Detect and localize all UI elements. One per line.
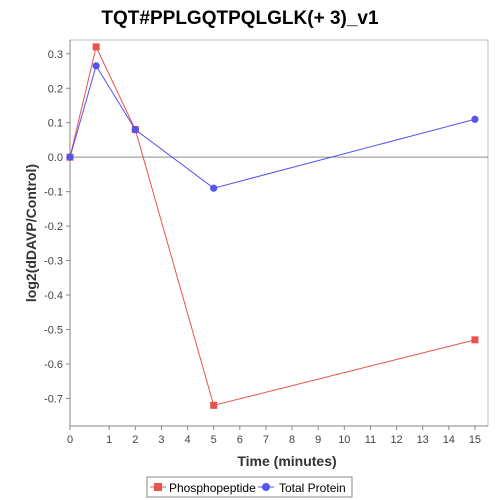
x-tick-label: 7 bbox=[263, 434, 269, 446]
x-tick-label: 1 bbox=[106, 434, 112, 446]
legend-label-total-protein: Total Protein bbox=[279, 481, 346, 495]
series-line-phosphopeptide bbox=[69, 45, 476, 406]
y-tick-label: -0.7 bbox=[44, 393, 63, 405]
x-tick-label: 8 bbox=[289, 434, 295, 446]
legend-marker-total-protein bbox=[262, 483, 270, 491]
x-axis-label: Time (minutes) bbox=[237, 453, 336, 469]
x-tick-label: 11 bbox=[365, 434, 376, 446]
data-point-total-protein bbox=[471, 115, 479, 123]
x-tick-label: 13 bbox=[417, 434, 429, 446]
legend-box bbox=[146, 476, 353, 498]
legend: Phosphopeptide Total Protein bbox=[146, 476, 353, 498]
y-tick-label: 0.2 bbox=[48, 83, 63, 95]
x-tick-label: 3 bbox=[158, 434, 164, 446]
data-point-total-protein bbox=[210, 184, 218, 192]
y-tick-label: 0.1 bbox=[48, 118, 63, 130]
y-tick-label: -0.2 bbox=[44, 221, 63, 233]
data-point-phosphopeptide bbox=[92, 43, 100, 51]
series-line-total-protein bbox=[69, 64, 476, 189]
chart-title: TQT#PPLGQTPQLGLK(+ 3)_v1 bbox=[101, 8, 379, 29]
y-tick-label: -0.6 bbox=[44, 359, 63, 371]
x-tick-label: 6 bbox=[237, 434, 243, 446]
y-tick-label: -0.3 bbox=[44, 256, 63, 268]
x-tick-label: 9 bbox=[315, 434, 321, 446]
legend-item-phosphopeptide: Phosphopeptide bbox=[150, 481, 256, 495]
legend-label-phosphopeptide: Phosphopeptide bbox=[169, 481, 256, 495]
plot-area bbox=[69, 39, 489, 427]
data-point-total-protein bbox=[66, 153, 74, 161]
y-axis-label: log2(dDAVP/Control) bbox=[23, 164, 39, 302]
x-ticks: 0 1 2 3 4 5 6 7 8 9 10 11 12 13 14 15 bbox=[67, 426, 481, 446]
y-ticks: 0.3 0.2 0.1 0.0 -0.1 -0.2 -0.3 -0.4 -0.5 -0.6 -0.7 bbox=[44, 49, 70, 405]
x-tick-label: 5 bbox=[211, 434, 217, 446]
data-point-total-protein bbox=[131, 126, 139, 134]
x-tick-label: 2 bbox=[132, 434, 138, 446]
y-tick-label: -0.1 bbox=[44, 187, 63, 199]
legend-marker-phosphopeptide bbox=[154, 483, 162, 491]
x-tick-label: 15 bbox=[469, 434, 481, 446]
y-tick-label: 0.0 bbox=[48, 152, 63, 164]
y-tick-label: -0.4 bbox=[44, 290, 63, 302]
data-point-phosphopeptide bbox=[471, 336, 479, 344]
y-tick-label: -0.5 bbox=[44, 325, 63, 337]
x-tick-label: 14 bbox=[443, 434, 455, 446]
data-point-phosphopeptide bbox=[210, 401, 218, 409]
x-tick-label: 10 bbox=[338, 434, 350, 446]
x-tick-label: 12 bbox=[390, 434, 402, 446]
data-point-total-protein bbox=[92, 62, 100, 70]
y-tick-label: 0.3 bbox=[48, 49, 63, 61]
legend-item-total-protein: Total Protein bbox=[258, 481, 346, 495]
x-tick-label: 0 bbox=[67, 434, 73, 446]
x-tick-label: 4 bbox=[185, 434, 191, 446]
series-layer bbox=[66, 43, 479, 409]
